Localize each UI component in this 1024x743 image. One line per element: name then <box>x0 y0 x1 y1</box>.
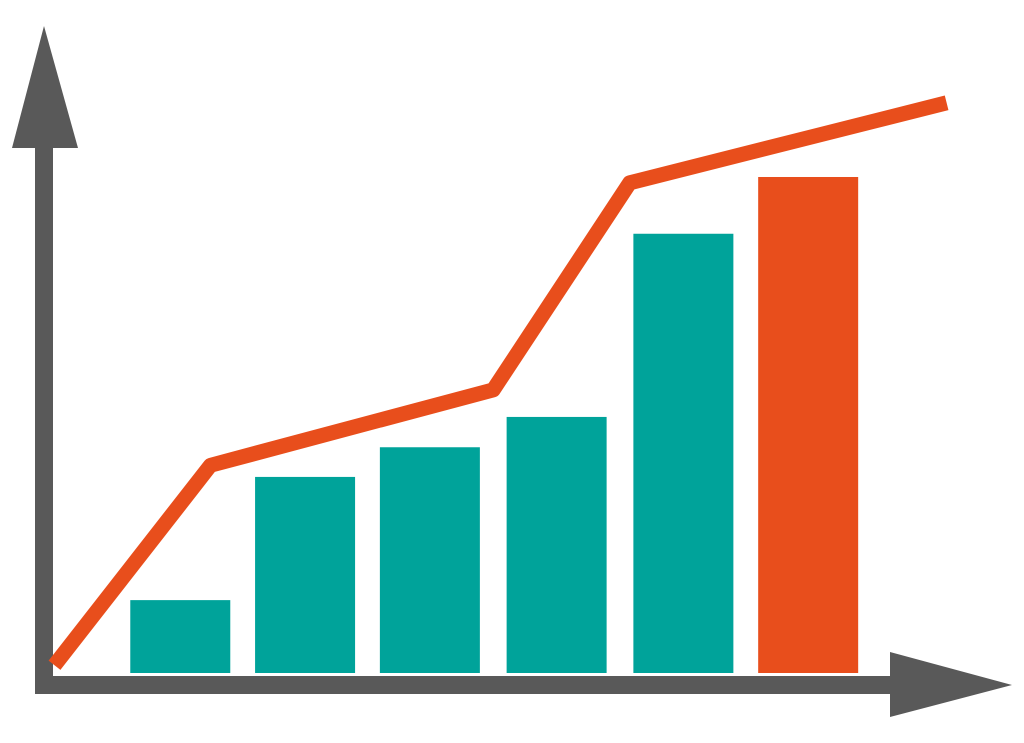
bar-6 <box>758 176 859 673</box>
x-axis-arrow-icon <box>890 652 1012 717</box>
bar-2 <box>255 476 356 673</box>
trend-line-group <box>48 95 949 670</box>
axes-group <box>12 26 1012 717</box>
bar-1 <box>130 600 231 673</box>
bars-group <box>130 176 859 673</box>
bar-3 <box>379 447 480 673</box>
y-axis-line <box>35 140 53 694</box>
bar-4 <box>506 416 607 673</box>
x-axis-line <box>35 676 897 694</box>
bar-5 <box>633 233 734 673</box>
y-axis-arrow-icon <box>12 26 78 148</box>
